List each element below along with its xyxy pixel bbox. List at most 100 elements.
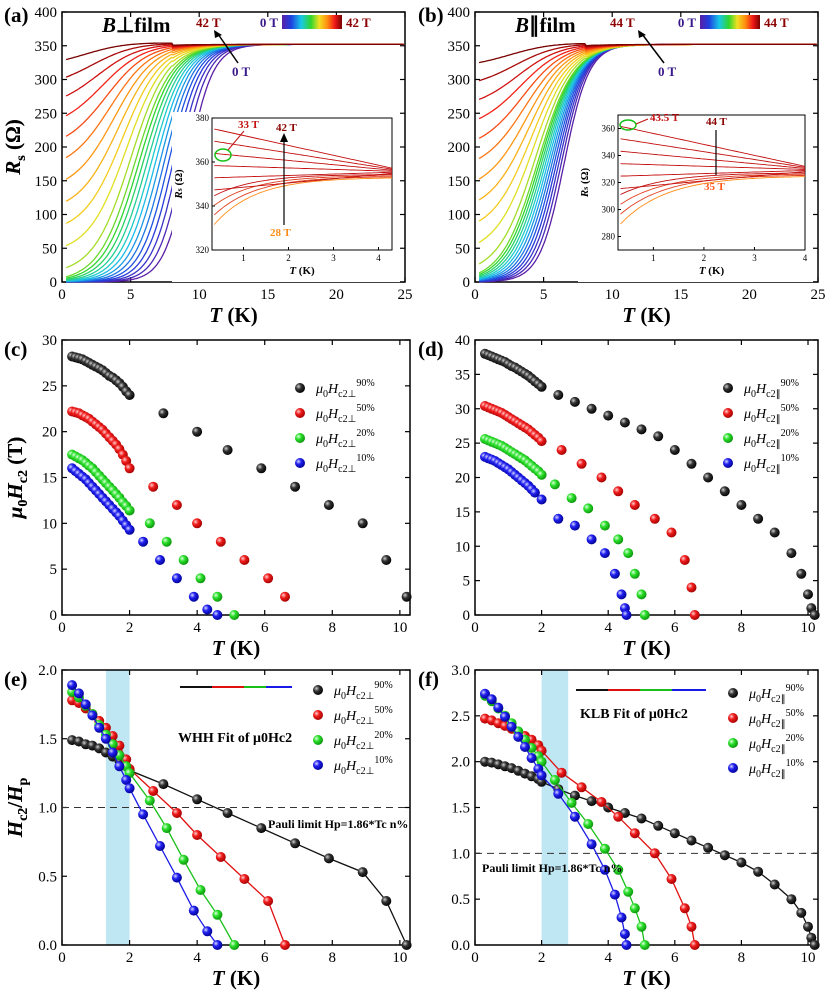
inset-curve [214,172,393,191]
data-point-c [280,591,290,602]
colorbar-a-high: 42 T [346,15,371,30]
inset-b-label-35: 35 T [704,181,726,193]
data-point-c [192,518,203,529]
data-point-c [138,536,149,547]
inset-curve [620,138,806,168]
c-ytick-label: 25 [42,379,57,395]
data-point-d [599,520,610,531]
inset-a-label-42: 42 T [276,122,298,134]
data-point-e [215,852,226,862]
pauli-label-f: Pauli limit Hp=1.86*Tc n% [482,861,622,875]
b-xtick-label: 25 [811,287,826,303]
legend-marker-e [313,760,323,770]
data-point-d [753,513,764,524]
e-ytick-label: 2.0 [38,663,57,679]
data-point-f [666,874,677,884]
e-xtick-label: 4 [193,950,201,966]
legend-label-e: μ0Hc2⊥10% [333,755,393,777]
f-xtick-label: 8 [738,950,746,966]
d-ytick-label: 25 [455,436,470,452]
inset-xtick-label: 1 [241,253,246,263]
data-point-f [586,839,597,850]
data-point-c [381,555,392,565]
inset-ytick-label: 380 [196,113,210,123]
inset-ytick-label: 320 [196,245,210,255]
data-point-f [613,864,624,875]
arrow-b [641,33,665,64]
data-point-f [653,820,664,831]
data-point-d [719,486,730,497]
data-point-e [94,722,105,733]
inset-a-label-33: 33 T [238,119,260,131]
data-point-d [576,458,587,469]
e-ytick-label: 0.5 [38,869,57,885]
inset-curve [213,176,392,216]
data-point-d [736,500,747,510]
inset-curve [214,152,393,171]
f-ytick-label: 1.5 [451,801,470,817]
data-point-e [100,733,111,744]
panel-label-f: (f) [418,667,439,691]
legend-marker-d [723,458,733,468]
data-point-e [158,779,169,790]
data-point-e [229,940,240,950]
data-point-c [148,481,159,492]
e-ytick-label: 0.0 [38,938,57,954]
arrowhead-b [638,30,646,38]
a-ytick-label: 50 [42,241,57,257]
a-xtick-label: 10 [192,287,207,303]
inset-ytick-label: 360 [602,124,616,134]
data-point-f [703,842,714,853]
data-point-d [553,513,564,524]
data-point-d [586,403,597,414]
legend-marker-e [313,735,323,745]
data-point-e [155,841,165,851]
data-point-f [569,811,580,822]
data-point-e [178,854,189,865]
f-ytick-label: 1.0 [451,846,470,862]
arrow-a [217,33,239,64]
data-point-e [144,795,155,806]
e-xtick-label: 0 [58,950,66,966]
b-ytick-label: 300 [448,73,471,89]
data-point-e [171,808,182,818]
data-point-f [629,903,640,914]
b-ytick-label: 350 [448,39,471,55]
data-point-d [536,494,547,505]
b-xtick-label: 20 [742,287,757,303]
a-ytick-label: 0 [50,275,58,291]
e-xtick-label: 6 [261,950,269,966]
panel-label-c: (c) [4,337,27,361]
data-point-e [67,680,78,691]
a-ytick-label: 250 [35,106,58,122]
d-ytick-label: 20 [455,471,470,487]
data-point-e [357,867,368,878]
inset-a-arrowhead [280,133,288,142]
f-xtick-label: 4 [604,950,612,966]
f-ytick-label: 2.0 [451,755,470,771]
data-point-f [719,850,730,861]
data-point-f [583,819,594,829]
c-xtick-label: 0 [58,620,66,636]
inset-a-circle [214,148,232,162]
data-point-f [576,782,587,793]
data-point-f [513,731,524,742]
data-point-f [526,753,537,763]
label-b-top: 44 T [610,15,635,30]
x-axis-label-c: T (K) [212,636,260,660]
data-point-c [192,426,203,437]
inset-b-label-435: 43.5 T [650,112,680,124]
d-xtick-label: 0 [471,620,479,636]
data-point-f [520,742,530,752]
rt-curve [478,43,817,100]
colorbar-a [282,15,342,29]
b-xtick-label: 10 [605,287,620,303]
data-point-f [613,811,624,822]
data-point-f [553,788,564,799]
legend-label-c: μ0Hc2⊥20% [315,428,375,450]
data-point-d [621,610,632,620]
data-point-d [649,513,660,524]
data-point-c [155,555,165,565]
data-point-e [195,885,206,895]
data-point-f [486,694,497,705]
